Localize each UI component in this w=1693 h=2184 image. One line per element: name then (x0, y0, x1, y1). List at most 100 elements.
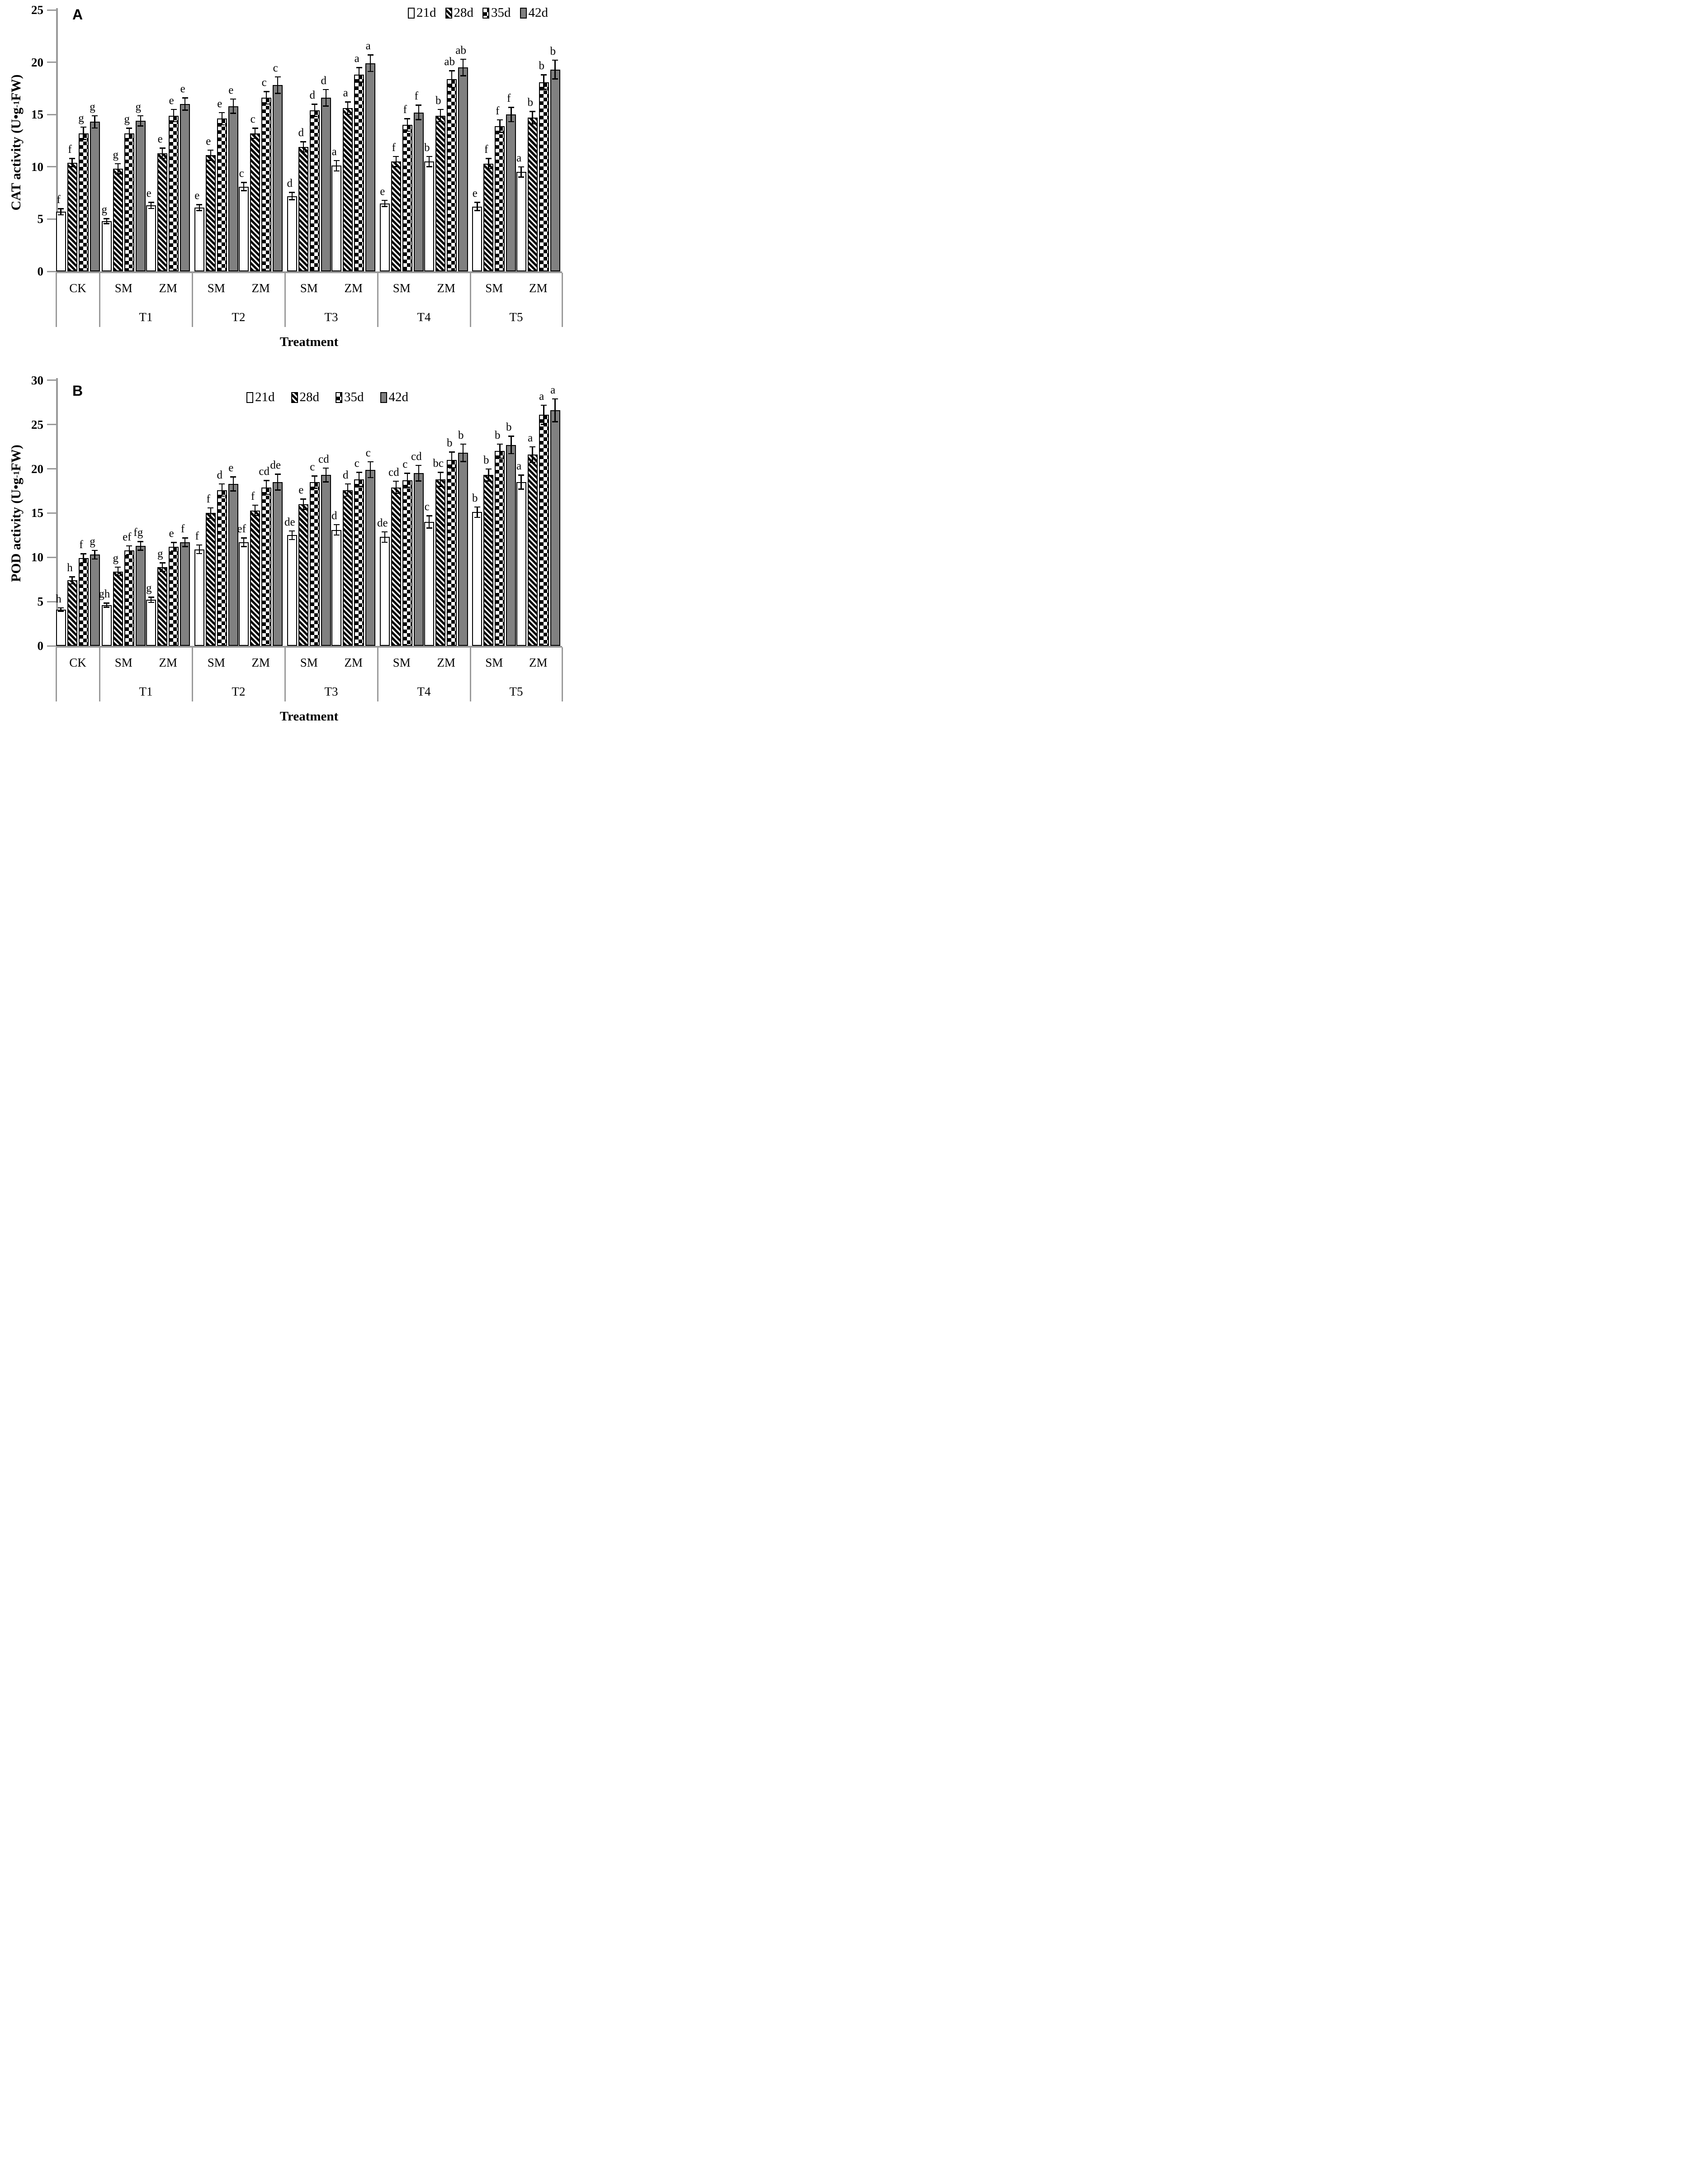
sig-letter: h (67, 562, 73, 574)
bar-42d-T4-ZM (458, 67, 468, 271)
error-bar-cap-top (219, 112, 225, 114)
error-bar-cap-top (208, 507, 214, 509)
bar-28d-T2-ZM (250, 133, 260, 271)
sig-letter: b (446, 437, 453, 450)
bar-35d-T5-SM (495, 126, 505, 271)
error-bar-cap-top (230, 98, 236, 100)
bar-42d-T2-ZM (273, 482, 283, 646)
bar-28d-T3-ZM (343, 108, 353, 271)
error-bar-cap-top (323, 467, 329, 469)
error-bar (94, 550, 95, 559)
bar-21d-T3-ZM (331, 530, 342, 646)
y-tick (47, 424, 56, 426)
bar-21d-T1-SM (101, 605, 112, 646)
error-bar-cap-bottom (182, 546, 188, 547)
group-label-T1-ZM: ZM (159, 656, 177, 669)
bar-21d-T3-SM (287, 535, 297, 646)
sig-letter: f (206, 493, 210, 505)
error-bar-cap-bottom (159, 571, 166, 572)
bar-35d-T2-SM (217, 118, 227, 271)
sig-letter: ef (237, 523, 246, 535)
error-bar-cap-top (518, 166, 525, 168)
error-bar (140, 541, 142, 550)
category-divider (562, 273, 563, 327)
bar-28d-T1-SM (113, 169, 123, 271)
error-bar-cap-bottom (241, 546, 247, 547)
error-bar-cap-bottom (530, 462, 536, 463)
error-bar-cap-bottom (541, 424, 547, 425)
sig-letter: b (435, 94, 441, 107)
error-bar-cap-bottom (69, 583, 75, 584)
group-label-T2-SM: SM (207, 281, 225, 295)
error-bar-cap-bottom (300, 151, 307, 153)
bar-21d-T2-ZM (239, 186, 249, 271)
panel-a-label: A (72, 6, 83, 23)
error-bar-cap-bottom (393, 493, 399, 494)
legend-item-21d: 21d (408, 5, 436, 20)
y-axis-title-text: POD activity (U•g (9, 478, 24, 582)
sig-letter: f (496, 104, 500, 117)
sig-letter: f (251, 490, 255, 502)
error-bar-cap-top (170, 109, 177, 110)
error-bar-cap-top (541, 404, 547, 406)
error-bar-cap-top (393, 156, 399, 157)
error-bar-cap-bottom (552, 421, 558, 422)
error-bar-cap-top (426, 515, 432, 516)
error-bar-cap-bottom (58, 611, 64, 612)
y-tick (47, 379, 56, 381)
legend-label-21d: 21d (255, 390, 275, 404)
bar-28d-T3-SM (298, 147, 308, 271)
sig-letter: e (194, 190, 200, 202)
bar-35d-T1-SM (124, 133, 134, 271)
bar-21d-T2-SM (194, 207, 204, 271)
bar-35d-T2-ZM (261, 487, 272, 646)
error-bar-cap-bottom (263, 493, 270, 495)
error-bar (265, 91, 267, 104)
bar-21d-T4-ZM (424, 522, 435, 646)
error-bar (543, 75, 544, 90)
group-label-T2-SM: SM (207, 656, 225, 669)
error-bar-cap-bottom (356, 486, 362, 487)
sig-letter: e (169, 527, 174, 540)
error-bar-cap-bottom (115, 575, 121, 577)
error-bar (511, 436, 512, 454)
bar-21d-T1-ZM (146, 600, 156, 646)
sig-letter: c (402, 458, 408, 471)
error-bar-cap-top (289, 192, 295, 193)
error-bar (520, 166, 522, 177)
error-bar (71, 158, 73, 167)
group-label-T4-SM: SM (393, 656, 411, 669)
y-tick-label: 30 (31, 373, 43, 387)
sig-letter: f (484, 143, 488, 156)
sig-letter: a (365, 40, 371, 52)
error-bar-cap-bottom (323, 481, 329, 483)
sig-letter: g (135, 100, 142, 113)
error-bar-cap-top (159, 147, 166, 149)
error-bar (210, 150, 212, 161)
error-bar (173, 109, 175, 122)
bar-28d-T4-SM (391, 487, 401, 646)
sig-letter: e (228, 462, 234, 474)
sig-letter: e (380, 185, 385, 198)
error-bar-cap-bottom (126, 137, 132, 139)
error-bar (428, 516, 430, 528)
sig-letter: d (331, 509, 337, 522)
error-bar-cap-bottom (115, 173, 121, 175)
sig-letter: g (146, 582, 152, 595)
error-bar-cap-bottom (367, 477, 374, 478)
error-bar-cap-top (333, 160, 340, 161)
error-bar-cap-top (416, 104, 422, 106)
error-bar (418, 465, 420, 481)
x-axis-title-a: Treatment (279, 335, 339, 349)
error-bar-cap-top (416, 464, 422, 466)
error-bar (336, 160, 337, 171)
error-bar-cap-bottom (312, 116, 318, 117)
category-divider (377, 647, 378, 701)
group-label-T5-ZM: ZM (529, 656, 548, 669)
error-bar-cap-bottom (148, 602, 154, 603)
legend-swatch-28d-icon (445, 7, 452, 19)
error-bar-cap-bottom (367, 71, 374, 72)
sig-letter: d (342, 469, 349, 481)
error-bar-cap-bottom (382, 206, 388, 207)
bar-42d-T3-SM (321, 475, 331, 646)
